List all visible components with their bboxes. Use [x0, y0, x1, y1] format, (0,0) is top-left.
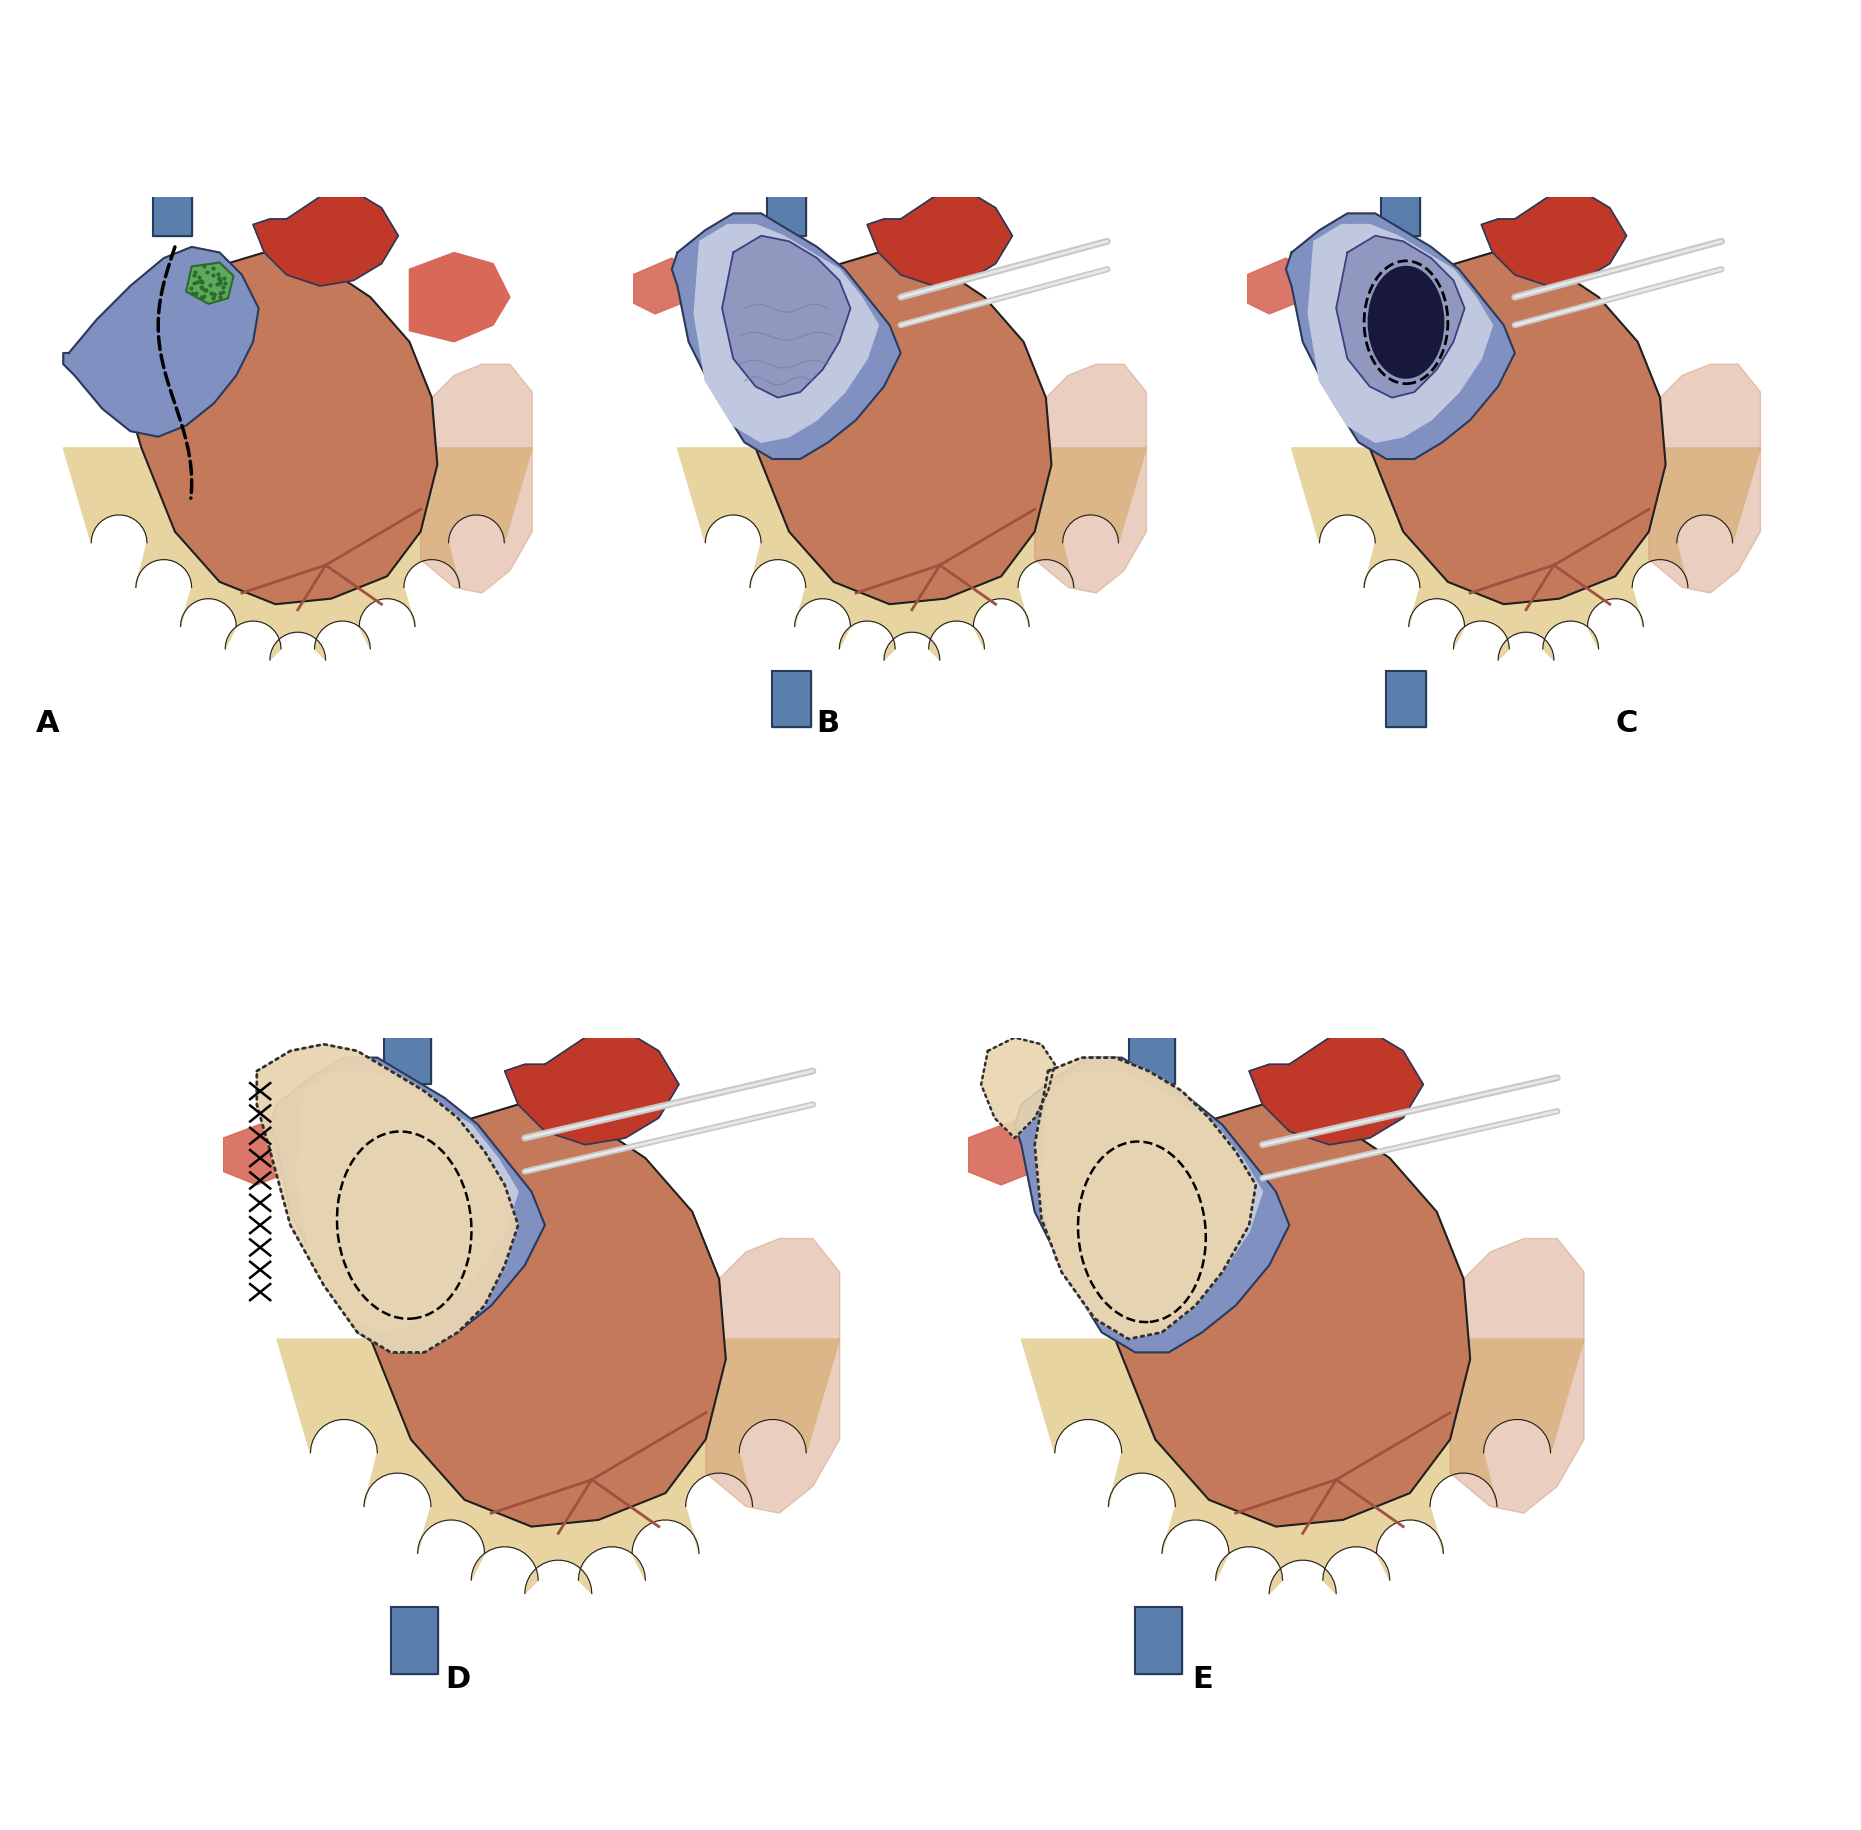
Polygon shape: [1353, 253, 1666, 604]
Polygon shape: [772, 672, 811, 727]
Polygon shape: [125, 253, 437, 604]
Text: D: D: [445, 1665, 471, 1695]
Polygon shape: [421, 364, 532, 593]
Polygon shape: [633, 258, 694, 315]
Polygon shape: [1381, 168, 1420, 236]
Polygon shape: [722, 236, 850, 397]
Polygon shape: [504, 1030, 679, 1146]
Polygon shape: [1481, 190, 1627, 285]
Polygon shape: [968, 1118, 1048, 1184]
Text: C: C: [1615, 710, 1638, 737]
Polygon shape: [1450, 1239, 1584, 1513]
Polygon shape: [705, 1239, 839, 1513]
Polygon shape: [1014, 1058, 1290, 1352]
Polygon shape: [1386, 672, 1426, 727]
Polygon shape: [409, 253, 510, 342]
Polygon shape: [1649, 364, 1761, 593]
Polygon shape: [1249, 1030, 1424, 1146]
Polygon shape: [694, 225, 878, 443]
Polygon shape: [1308, 225, 1493, 443]
Polygon shape: [1247, 258, 1308, 315]
Polygon shape: [867, 190, 1012, 285]
Polygon shape: [277, 1340, 839, 1594]
Polygon shape: [672, 214, 901, 459]
Polygon shape: [1035, 364, 1146, 593]
Text: A: A: [35, 710, 60, 737]
Polygon shape: [253, 190, 398, 285]
Polygon shape: [1094, 1105, 1470, 1526]
Polygon shape: [63, 448, 532, 661]
Polygon shape: [1286, 214, 1515, 459]
Polygon shape: [298, 1071, 517, 1332]
Text: E: E: [1191, 1665, 1213, 1695]
Polygon shape: [1022, 1340, 1584, 1594]
Polygon shape: [63, 247, 259, 437]
Polygon shape: [767, 168, 806, 236]
Ellipse shape: [1368, 267, 1444, 379]
Polygon shape: [1035, 1058, 1256, 1340]
Polygon shape: [257, 1045, 517, 1352]
Polygon shape: [1042, 1071, 1262, 1332]
Polygon shape: [981, 1038, 1055, 1138]
Polygon shape: [677, 448, 1146, 661]
Polygon shape: [383, 1005, 432, 1085]
Polygon shape: [1135, 1607, 1182, 1674]
Polygon shape: [153, 168, 192, 236]
Polygon shape: [270, 1058, 545, 1352]
Text: B: B: [817, 710, 839, 737]
Polygon shape: [391, 1607, 437, 1674]
Polygon shape: [1292, 448, 1761, 661]
Polygon shape: [186, 262, 234, 304]
Polygon shape: [1128, 1005, 1176, 1085]
Polygon shape: [350, 1105, 726, 1526]
Polygon shape: [1336, 236, 1465, 397]
Polygon shape: [223, 1118, 303, 1184]
Polygon shape: [739, 253, 1051, 604]
